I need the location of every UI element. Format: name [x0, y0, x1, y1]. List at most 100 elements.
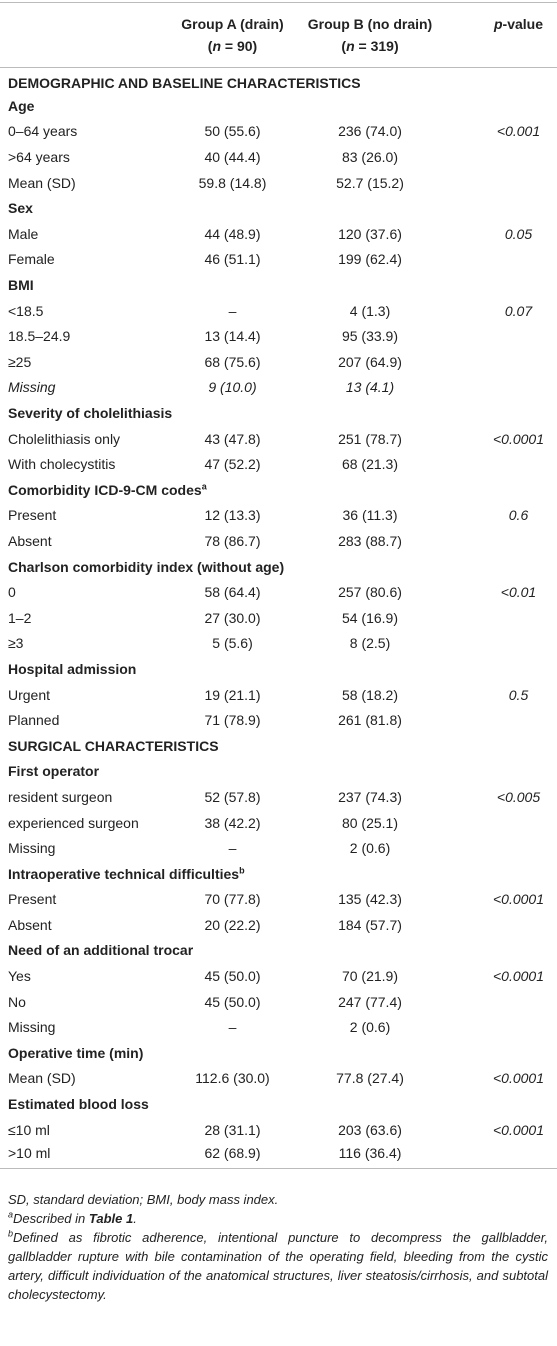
- value-cell: 4 (1.3): [349, 302, 391, 319]
- p-value: <0.0001: [493, 968, 544, 985]
- table-body: DEMOGRAPHIC AND BASELINE CHARACTERISTICS…: [0, 68, 557, 1169]
- p-value: [440, 170, 557, 196]
- p-value: <0.0001: [493, 891, 544, 908]
- header-line: (n = 319): [300, 35, 440, 57]
- data-row: Absent 20 (22.2) 184 (57.7): [0, 912, 557, 938]
- row-label: ≥3: [8, 635, 24, 652]
- row-label: Female: [8, 251, 55, 268]
- group-cell: Charlson comorbidity index (without age): [0, 554, 557, 580]
- data-row: Planned 71 (78.9) 261 (81.8): [0, 707, 557, 733]
- group-row: Severity of cholelithiasis: [0, 400, 557, 426]
- value-cell: 12 (13.3): [204, 507, 261, 524]
- group-title: First operator: [8, 763, 100, 780]
- footnote-text: SD, standard deviation; BMI, body mass i…: [8, 1192, 279, 1207]
- group-title: Sex: [8, 200, 33, 217]
- group-cell: Age: [0, 93, 557, 119]
- data-row: No 45 (50.0) 247 (77.4): [0, 989, 557, 1015]
- value-cell: 203 (63.6): [338, 1121, 402, 1138]
- data-row: 1–2 27 (30.0) 54 (16.9): [0, 605, 557, 631]
- row-label: >64 years: [8, 149, 70, 166]
- row-label: Missing: [8, 1019, 56, 1036]
- data-row: Urgent 19 (21.1) 58 (18.2) 0.5: [0, 682, 557, 708]
- p-value: 0.07: [504, 302, 533, 319]
- value-cell: 58 (18.2): [341, 686, 399, 703]
- header-cell: [0, 3, 165, 68]
- value-cell: 247 (77.4): [338, 993, 402, 1010]
- data-row: Present 70 (77.8) 135 (42.3) <0.0001: [0, 887, 557, 913]
- value-cell: 62 (68.9): [165, 1142, 300, 1169]
- row-label: Urgent: [8, 686, 51, 703]
- p-value: [440, 323, 557, 349]
- data-row: Female 46 (51.1) 199 (62.4): [0, 247, 557, 273]
- p-value: <0.001: [496, 123, 541, 140]
- header-text: (: [341, 38, 347, 54]
- header-text: Group B (no drain): [307, 16, 433, 32]
- header-cell: Group A (drain) (n = 90): [165, 3, 300, 68]
- value-cell: 54 (16.9): [341, 609, 399, 626]
- p-value: [440, 631, 557, 657]
- header-line: Group B (no drain): [300, 13, 440, 35]
- footnote-marker: b: [8, 1228, 14, 1239]
- table-header: Group A (drain) (n = 90) Group B (no drain…: [0, 3, 557, 68]
- header-text: = 319): [354, 38, 399, 54]
- p-value: <0.0001: [493, 1121, 544, 1138]
- group-title: Age: [8, 97, 35, 114]
- value-cell: –: [228, 302, 237, 319]
- row-label: >10 ml: [0, 1142, 165, 1169]
- value-cell: 50 (55.6): [204, 123, 261, 140]
- data-row: ≤10 ml 28 (31.1) 203 (63.6) <0.0001: [0, 1117, 557, 1143]
- value-cell: 13 (14.4): [204, 328, 261, 345]
- p-value: <0.01: [500, 584, 537, 601]
- value-cell: 13 (4.1): [345, 379, 395, 396]
- value-cell: 78 (86.7): [204, 532, 261, 549]
- value-cell: 251 (78.7): [338, 430, 402, 447]
- value-cell: 80 (25.1): [341, 814, 399, 831]
- group-cell: First operator: [0, 759, 557, 785]
- value-cell: 19 (21.1): [204, 686, 261, 703]
- p-value: [440, 375, 557, 401]
- p-value: <0.0001: [493, 430, 544, 447]
- section-row: DEMOGRAPHIC AND BASELINE CHARACTERISTICS: [0, 68, 557, 94]
- group-row: Intraoperative technical difficultiesb: [0, 861, 557, 887]
- group-cell: Need of an additional trocar: [0, 938, 557, 964]
- value-cell: 45 (50.0): [204, 968, 261, 985]
- p-value: [440, 912, 557, 938]
- group-row: Age: [0, 93, 557, 119]
- section-row: SURGICAL CHARACTERISTICS: [0, 733, 557, 759]
- value-cell: 38 (42.2): [204, 814, 261, 831]
- p-value: 0.5: [508, 686, 529, 703]
- value-cell: 68 (21.3): [341, 456, 399, 473]
- footnote: SD, standard deviation; BMI, body mass i…: [8, 1190, 548, 1209]
- data-row: Cholelithiasis only 43 (47.8) 251 (78.7) <0…: [0, 426, 557, 452]
- table: Group A (drain) (n = 90) Group B (no drain…: [0, 3, 557, 1169]
- footnote: aDescribed in Table 1.: [8, 1209, 548, 1228]
- value-cell: 257 (80.6): [338, 584, 402, 601]
- data-row: Absent 78 (86.7) 283 (88.7): [0, 528, 557, 554]
- row-label: ≤10 ml: [8, 1121, 50, 1138]
- value-cell: 46 (51.1): [204, 251, 261, 268]
- value-cell: 95 (33.9): [341, 328, 399, 345]
- header-text: n: [346, 38, 355, 54]
- footnote-marker: a: [8, 1209, 14, 1220]
- group-title: Severity of cholelithiasis: [8, 405, 173, 422]
- data-row: Yes 45 (50.0) 70 (21.9) <0.0001: [0, 963, 557, 989]
- value-cell: –: [228, 1019, 237, 1036]
- value-cell: 2 (0.6): [349, 840, 391, 857]
- row-label: Present: [8, 507, 57, 524]
- group-row: Hospital admission: [0, 656, 557, 682]
- data-row: >10 ml 62 (68.9) 116 (36.4): [0, 1142, 557, 1169]
- value-cell: 116 (36.4): [300, 1142, 440, 1169]
- row-label: ≥25: [8, 353, 32, 370]
- data-row: ≥25 68 (75.6) 207 (64.9): [0, 349, 557, 375]
- group-cell: Comorbidity ICD-9-CM codesa: [0, 477, 557, 503]
- row-label: Yes: [8, 968, 31, 985]
- value-cell: 52.7 (15.2): [336, 174, 404, 191]
- value-cell: 283 (88.7): [338, 532, 402, 549]
- value-cell: 112.6 (30.0): [195, 1070, 270, 1087]
- row-label: Male: [8, 225, 39, 242]
- value-cell: 44 (48.9): [204, 225, 261, 242]
- p-value: 0.6: [508, 507, 529, 524]
- header-row: Group A (drain) (n = 90) Group B (no drain…: [0, 3, 557, 68]
- header-cell: p-value: [440, 3, 557, 68]
